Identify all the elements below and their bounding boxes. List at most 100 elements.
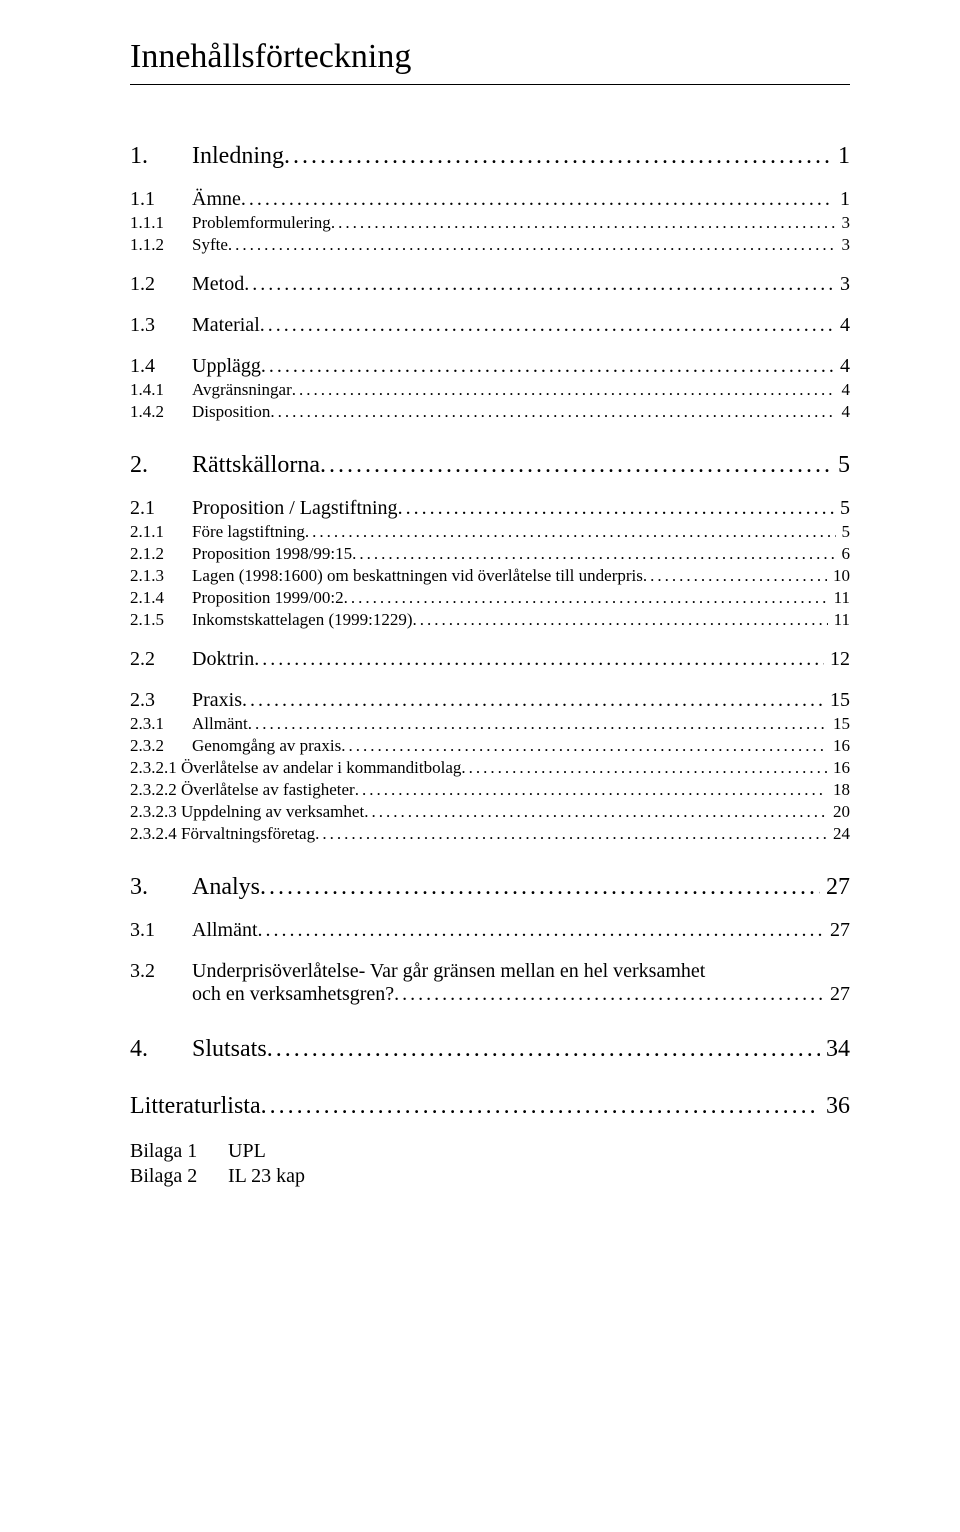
- toc-leader-dots: ........................................…: [315, 824, 827, 844]
- toc-entry-page: 27: [824, 919, 850, 942]
- toc-entry: 3.Analys................................…: [130, 874, 850, 901]
- toc-entry-label: Analys: [192, 874, 260, 901]
- toc-entry-number: 2.3.1: [130, 714, 192, 734]
- toc-entry-label: och en verksamhetsgren?: [192, 983, 394, 1006]
- toc-entry: 1.1.1Problemformulering.................…: [130, 213, 850, 233]
- toc-entry-page: 11: [828, 588, 850, 608]
- toc-leader-dots: ........................................…: [241, 188, 834, 211]
- toc-entry-number: 2.1.5: [130, 610, 192, 630]
- toc-entry-number: 2.1.2: [130, 544, 192, 564]
- toc-leader-dots: ........................................…: [228, 235, 836, 255]
- toc-appendix-label: UPL: [228, 1140, 266, 1163]
- toc-entry: 2.2Doktrin..............................…: [130, 648, 850, 671]
- toc-entry-label: Lagen (1998:1600) om beskattningen vid ö…: [192, 566, 643, 586]
- toc-entry-label: Upplägg: [192, 355, 261, 378]
- toc-entry-page: 12: [824, 648, 850, 671]
- toc-entry: 2.3.2.3 Uppdelning av verksamhet........…: [130, 802, 850, 822]
- toc-leader-dots: ........................................…: [254, 648, 824, 671]
- toc-entry: 2.3.2.4 Förvaltningsföretag.............…: [130, 824, 850, 844]
- toc-entry-number: 2.: [130, 452, 192, 479]
- toc-entry-number: 2.2: [130, 648, 192, 671]
- toc-entry-label: Ämne: [192, 188, 241, 211]
- toc-entry-page: 1: [832, 143, 850, 170]
- toc-entry: 1.4Upplägg..............................…: [130, 355, 850, 378]
- toc-leader-dots: ........................................…: [364, 802, 827, 822]
- toc-entry-page: 16: [827, 736, 850, 756]
- toc-appendix-label: IL 23 kap: [228, 1165, 305, 1188]
- toc-entry-page: 1: [834, 188, 850, 211]
- toc-entry: 1.4.1Avgränsningar......................…: [130, 380, 850, 400]
- toc-entry-number: 1.4.2: [130, 402, 192, 422]
- toc-entry: 1.4.2Disposition........................…: [130, 402, 850, 422]
- toc-entry: 1.3Material.............................…: [130, 314, 850, 337]
- toc-entry-label: Proposition 1998/99:15: [192, 544, 352, 564]
- toc-entry-number: 2.1: [130, 497, 192, 520]
- toc-container: 1.Inledning.............................…: [130, 143, 850, 1063]
- toc-entry: 2.1.2Proposition 1998/99:15.............…: [130, 544, 850, 564]
- toc-entry-number: 3.: [130, 874, 192, 901]
- toc-entry-page: 3: [834, 273, 850, 296]
- toc-entry-page: 5: [834, 497, 850, 520]
- toc-leader-dots: ........................................…: [341, 736, 827, 756]
- toc-entry: 2.1.5Inkomstskattelagen (1999:1229).....…: [130, 610, 850, 630]
- toc-entry-page: 16: [827, 758, 850, 778]
- toc-entry-label: Slutsats: [192, 1036, 267, 1063]
- toc-entry-page: 4: [834, 314, 850, 337]
- toc-entry-label: Disposition: [192, 402, 270, 422]
- toc-leader-dots: ........................................…: [261, 1093, 820, 1120]
- toc-leader-dots: ........................................…: [331, 213, 836, 233]
- toc-entry: 3.1Allmänt..............................…: [130, 919, 850, 942]
- toc-entry-label: Doktrin: [192, 648, 254, 671]
- toc-entry: 3.2Underprisöverlåtelse- Var går gränsen…: [130, 960, 850, 1006]
- toc-entry-number: 1.4: [130, 355, 192, 378]
- toc-entry-label: Inkomstskattelagen (1999:1229): [192, 610, 413, 630]
- toc-entry-page: 5: [836, 522, 851, 542]
- toc-entry-number: 3.1: [130, 919, 192, 942]
- toc-leader-dots: ........................................…: [260, 314, 834, 337]
- toc-entry: 2.3.2.2 Överlåtelse av fastigheter......…: [130, 780, 850, 800]
- toc-entry: 1.1.2Syfte..............................…: [130, 235, 850, 255]
- toc-entry: 2.1Proposition / Lagstiftning...........…: [130, 497, 850, 520]
- toc-entry-number: 2.3: [130, 689, 192, 712]
- toc-entry-number: 3.2: [130, 960, 192, 983]
- toc-leader-dots: ........................................…: [284, 143, 832, 170]
- toc-entry-page: 24: [827, 824, 850, 844]
- toc-entry-label: Material: [192, 314, 260, 337]
- toc-literature: Litteraturlista ........................…: [130, 1093, 850, 1120]
- toc-entry-number: 1.: [130, 143, 192, 170]
- toc-entry-label: 2.3.2.4 Förvaltningsföretag: [130, 824, 315, 844]
- toc-entry-label: Avgränsningar: [192, 380, 292, 400]
- toc-entry-page: 4: [836, 402, 851, 422]
- toc-entry: 2.3.1Allmänt............................…: [130, 714, 850, 734]
- toc-entry-number: 2.3.2: [130, 736, 192, 756]
- toc-entry-label: Praxis: [192, 689, 242, 712]
- toc-page: Innehållsförteckning 1.Inledning........…: [0, 0, 960, 1248]
- toc-entry-page: 5: [832, 452, 850, 479]
- toc-entry-number: 4.: [130, 1036, 192, 1063]
- toc-leader-dots: ........................................…: [292, 380, 836, 400]
- toc-entry-number: 1.3: [130, 314, 192, 337]
- toc-entry-label: Underprisöverlåtelse- Var går gränsen me…: [192, 960, 850, 983]
- toc-entry: 1.1Ämne.................................…: [130, 188, 850, 211]
- toc-leader-dots: ........................................…: [258, 919, 824, 942]
- toc-appendix: Bilaga 2 IL 23 kap: [130, 1165, 850, 1188]
- toc-leader-dots: ........................................…: [242, 689, 824, 712]
- toc-leader-dots: ........................................…: [260, 874, 820, 901]
- toc-entry-page: 27: [820, 874, 850, 901]
- toc-entry-page: 6: [836, 544, 851, 564]
- toc-entry-page: 3: [836, 213, 851, 233]
- toc-entry-label: 2.3.2.3 Uppdelning av verksamhet: [130, 802, 364, 822]
- toc-entry-page: 10: [827, 566, 850, 586]
- toc-entry: 2.1.1Före lagstiftning..................…: [130, 522, 850, 542]
- toc-entry-label: 2.3.2.1 Överlåtelse av andelar i kommand…: [130, 758, 461, 778]
- toc-entry-label: Allmänt: [192, 714, 248, 734]
- toc-appendix: Bilaga 1 UPL: [130, 1140, 850, 1163]
- toc-leader-dots: ........................................…: [394, 983, 824, 1006]
- toc-entry-page: 20: [827, 802, 850, 822]
- toc-entry: 2.3.2Genomgång av praxis................…: [130, 736, 850, 756]
- toc-leader-dots: ........................................…: [398, 497, 834, 520]
- toc-appendix-num: Bilaga 2: [130, 1165, 228, 1188]
- toc-entry-label: Problemformulering: [192, 213, 331, 233]
- toc-literature-label: Litteraturlista: [130, 1093, 261, 1120]
- toc-leader-dots: ........................................…: [244, 273, 834, 296]
